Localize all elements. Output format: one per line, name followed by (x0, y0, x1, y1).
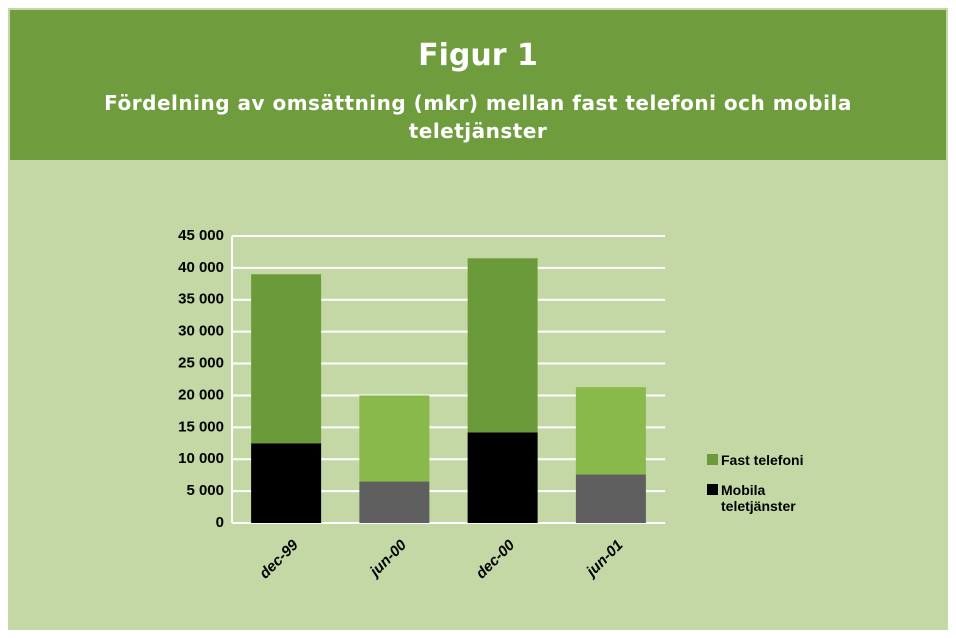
bar-segment (359, 395, 430, 482)
bar-segment (359, 481, 430, 523)
legend-swatch (707, 484, 718, 495)
legend-swatch (707, 454, 718, 465)
bar-segment (575, 474, 646, 523)
y-tick-label: 10 000 (178, 450, 224, 467)
y-tick-label: 15 000 (178, 418, 224, 435)
header: Figur 1 Fördelning av omsättning (mkr) m… (10, 10, 946, 160)
bar-segment (467, 258, 538, 433)
bar-segment (251, 274, 322, 444)
x-tick-label: dec-00 (473, 536, 519, 582)
bar-segment (251, 443, 322, 523)
y-tick-label: 30 000 (178, 323, 224, 340)
y-tick-label: 25 000 (178, 355, 224, 372)
x-tick-label: jun-01 (582, 537, 627, 582)
x-tick-label: jun-00 (365, 536, 410, 581)
legend-label: Mobila teletjänster (721, 482, 796, 514)
bar-segment (467, 432, 538, 523)
y-tick-label: 45 000 (178, 227, 224, 244)
chart-subtitle: Fördelning av omsättning (mkr) mellan fa… (104, 91, 852, 143)
bar-segment (575, 387, 646, 475)
legend-label: Fast telefoni (721, 452, 804, 468)
y-tick-label: 0 (216, 514, 224, 531)
x-tick-label: dec-99 (256, 536, 302, 582)
y-tick-label: 20 000 (178, 386, 224, 403)
y-tick-label: 35 000 (178, 291, 224, 308)
y-tick-label: 40 000 (178, 259, 224, 276)
y-tick-label: 5 000 (186, 482, 224, 499)
chart-title: Figur 1 (418, 38, 538, 73)
